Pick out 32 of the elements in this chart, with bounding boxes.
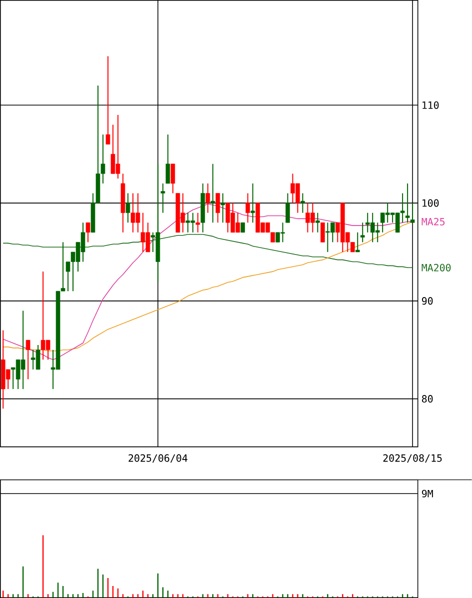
candlestick — [405, 182, 410, 224]
candlestick — [250, 182, 255, 224]
candlestick — [106, 56, 110, 145]
candlestick — [170, 163, 175, 194]
y-tick-label: 80 — [422, 395, 433, 403]
candlestick — [210, 163, 215, 224]
candlestick — [360, 222, 365, 243]
candlestick — [196, 212, 200, 233]
y-tick-label: 110 — [422, 101, 439, 109]
x-tick-label: 2025/06/04 — [128, 454, 188, 463]
candlestick — [320, 222, 325, 243]
candlestick — [26, 340, 30, 380]
y-tick-label: 9M — [422, 490, 433, 498]
y-tick-label: 90 — [422, 297, 433, 305]
candlestick — [206, 182, 210, 214]
candlestick — [285, 192, 290, 224]
candlestick — [355, 232, 360, 252]
candlestick — [126, 192, 130, 224]
x-tick-label: 2025/08/15 — [383, 454, 442, 463]
candlestick — [240, 222, 245, 233]
candlestick — [216, 192, 220, 224]
y-tick-label: 100 — [422, 199, 439, 207]
candlestick — [166, 134, 170, 184]
candlestick — [86, 222, 90, 243]
candlestick — [300, 192, 305, 214]
series-label: MA25 — [422, 218, 444, 226]
candlestick — [246, 192, 250, 224]
candlestick — [410, 202, 415, 224]
candlestick — [160, 182, 165, 214]
candlestick — [315, 212, 320, 233]
series-label: MA200 — [422, 264, 451, 272]
candlestick — [220, 192, 225, 224]
